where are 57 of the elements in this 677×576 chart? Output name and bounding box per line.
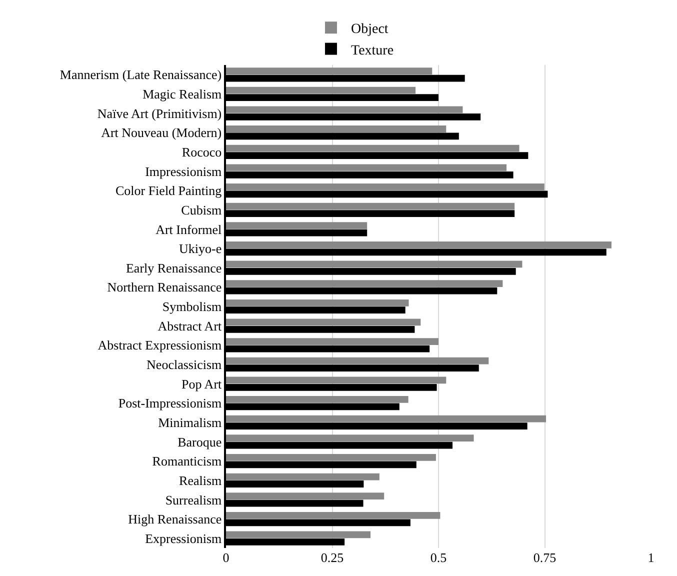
y-tick-label: High Renaissance [128,512,222,527]
bar [226,86,416,94]
y-tick-label: Expressionism [145,530,222,546]
y-tick-label: Art Nouveau (Modern) [101,125,222,140]
y-tick-label: Minimalism [158,414,222,430]
x-tick-label: 1 [648,550,654,565]
y-tick-label: Post-Impressionism [118,396,222,411]
x-tick-label: 0.75 [533,550,556,565]
legend-label: Object [351,22,388,38]
bar [226,376,446,384]
bar [226,357,489,364]
bar [226,512,440,519]
y-tick-label: Abstract Expressionism [98,338,222,353]
bar [226,415,546,422]
bar [226,531,370,538]
y-tick-label: Baroque [178,434,222,450]
y-tick-label: Pop Art [182,376,222,392]
y-tick-label: Neoclassicism [146,357,222,372]
bar [226,260,522,268]
bar [226,241,612,248]
y-tick-label: Rococo [182,144,222,160]
y-tick-label: Realism [179,472,222,488]
y-tick-label: Mannerism (Late Renaissance) [60,67,222,82]
bar [226,338,438,345]
y-tick-label: Color Field Painting [115,183,222,198]
y-tick-label: Early Renaissance [126,260,222,276]
y-tick-label: Romanticism [152,454,222,469]
bar [226,473,380,480]
bar [226,299,409,306]
bar [226,434,474,442]
y-tick-label: Northern Renaissance [107,280,222,295]
y-tick-label: Art Informel [156,222,222,237]
x-tick-label: 0.5 [430,550,447,565]
bar [226,492,384,500]
bar [226,318,421,326]
bar [226,126,446,132]
bar [226,454,436,461]
y-tick-label: Naïve Art (Primitivism) [97,106,222,121]
bar [226,202,515,210]
bar [226,68,432,74]
y-tick-label: Surrealism [165,492,222,508]
y-tick-label: Magic Realism [142,86,222,102]
bar [226,396,408,403]
bar [226,280,503,287]
y-tick-label: Impressionism [145,164,222,179]
bar [226,164,506,172]
bar [226,222,368,230]
y-tick-label: Ukiyo-e [179,241,222,256]
legend-label: Texture [351,43,394,58]
bar [226,106,463,114]
bar [226,184,544,190]
x-tick-label: 0 [222,550,230,565]
y-tick-label: Cubism [181,202,222,218]
y-tick-label: Abstract Art [158,318,222,334]
x-tick-label: 0.25 [320,550,344,565]
bar [226,144,520,152]
y-tick-label: Symbolism [162,299,222,314]
